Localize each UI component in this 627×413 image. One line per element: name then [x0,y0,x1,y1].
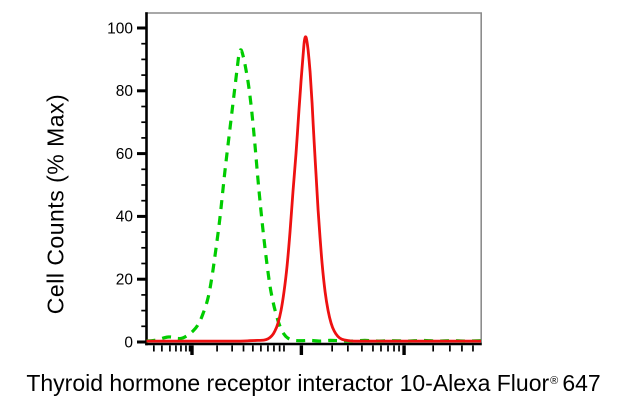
curve-green-dashed [146,48,482,343]
axis-ticks [137,26,474,355]
curve-red-solid [146,35,481,343]
y-tick-label: 40 [116,209,134,226]
x-axis-title-text: Thyroid hormone receptor interactor 10-A… [26,370,550,396]
y-tick-label: 60 [116,146,134,163]
y-tick-label: 80 [116,83,134,100]
y-tick-labels: 0 20 40 60 80 100 [107,20,133,351]
x-axis-title-suffix: 647 [562,370,601,396]
y-tick-label: 0 [124,334,133,351]
x-axis-title: Thyroid hormone receptor interactor 10-A… [0,370,627,397]
y-tick-label: 100 [107,20,133,37]
histogram-curves [146,35,482,343]
registered-trademark-symbol: ® [550,375,559,388]
y-axis-title: Cell Counts (% Max) [42,93,69,315]
y-tick-label: 20 [116,272,134,289]
